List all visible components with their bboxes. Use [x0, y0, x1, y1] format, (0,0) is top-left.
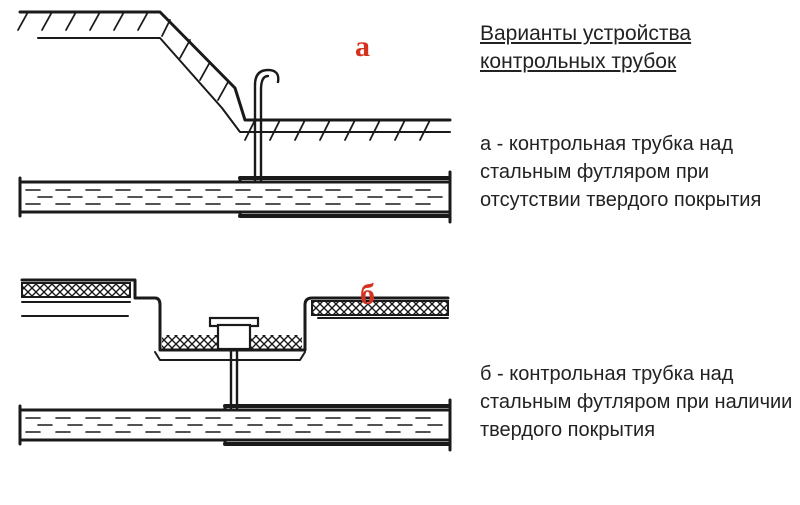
caption-b: б - контрольная трубка над стальным футл…: [480, 360, 800, 444]
label-a: а: [355, 30, 370, 64]
diagram-title: Варианты устройства контрольных трубок: [480, 20, 800, 77]
diagram-canvas: а б Варианты устройства контрольных труб…: [0, 0, 800, 505]
diagram-svg: [0, 0, 460, 505]
label-b: б: [360, 278, 375, 312]
caption-a: а - контрольная трубка над стальным футл…: [480, 130, 800, 214]
